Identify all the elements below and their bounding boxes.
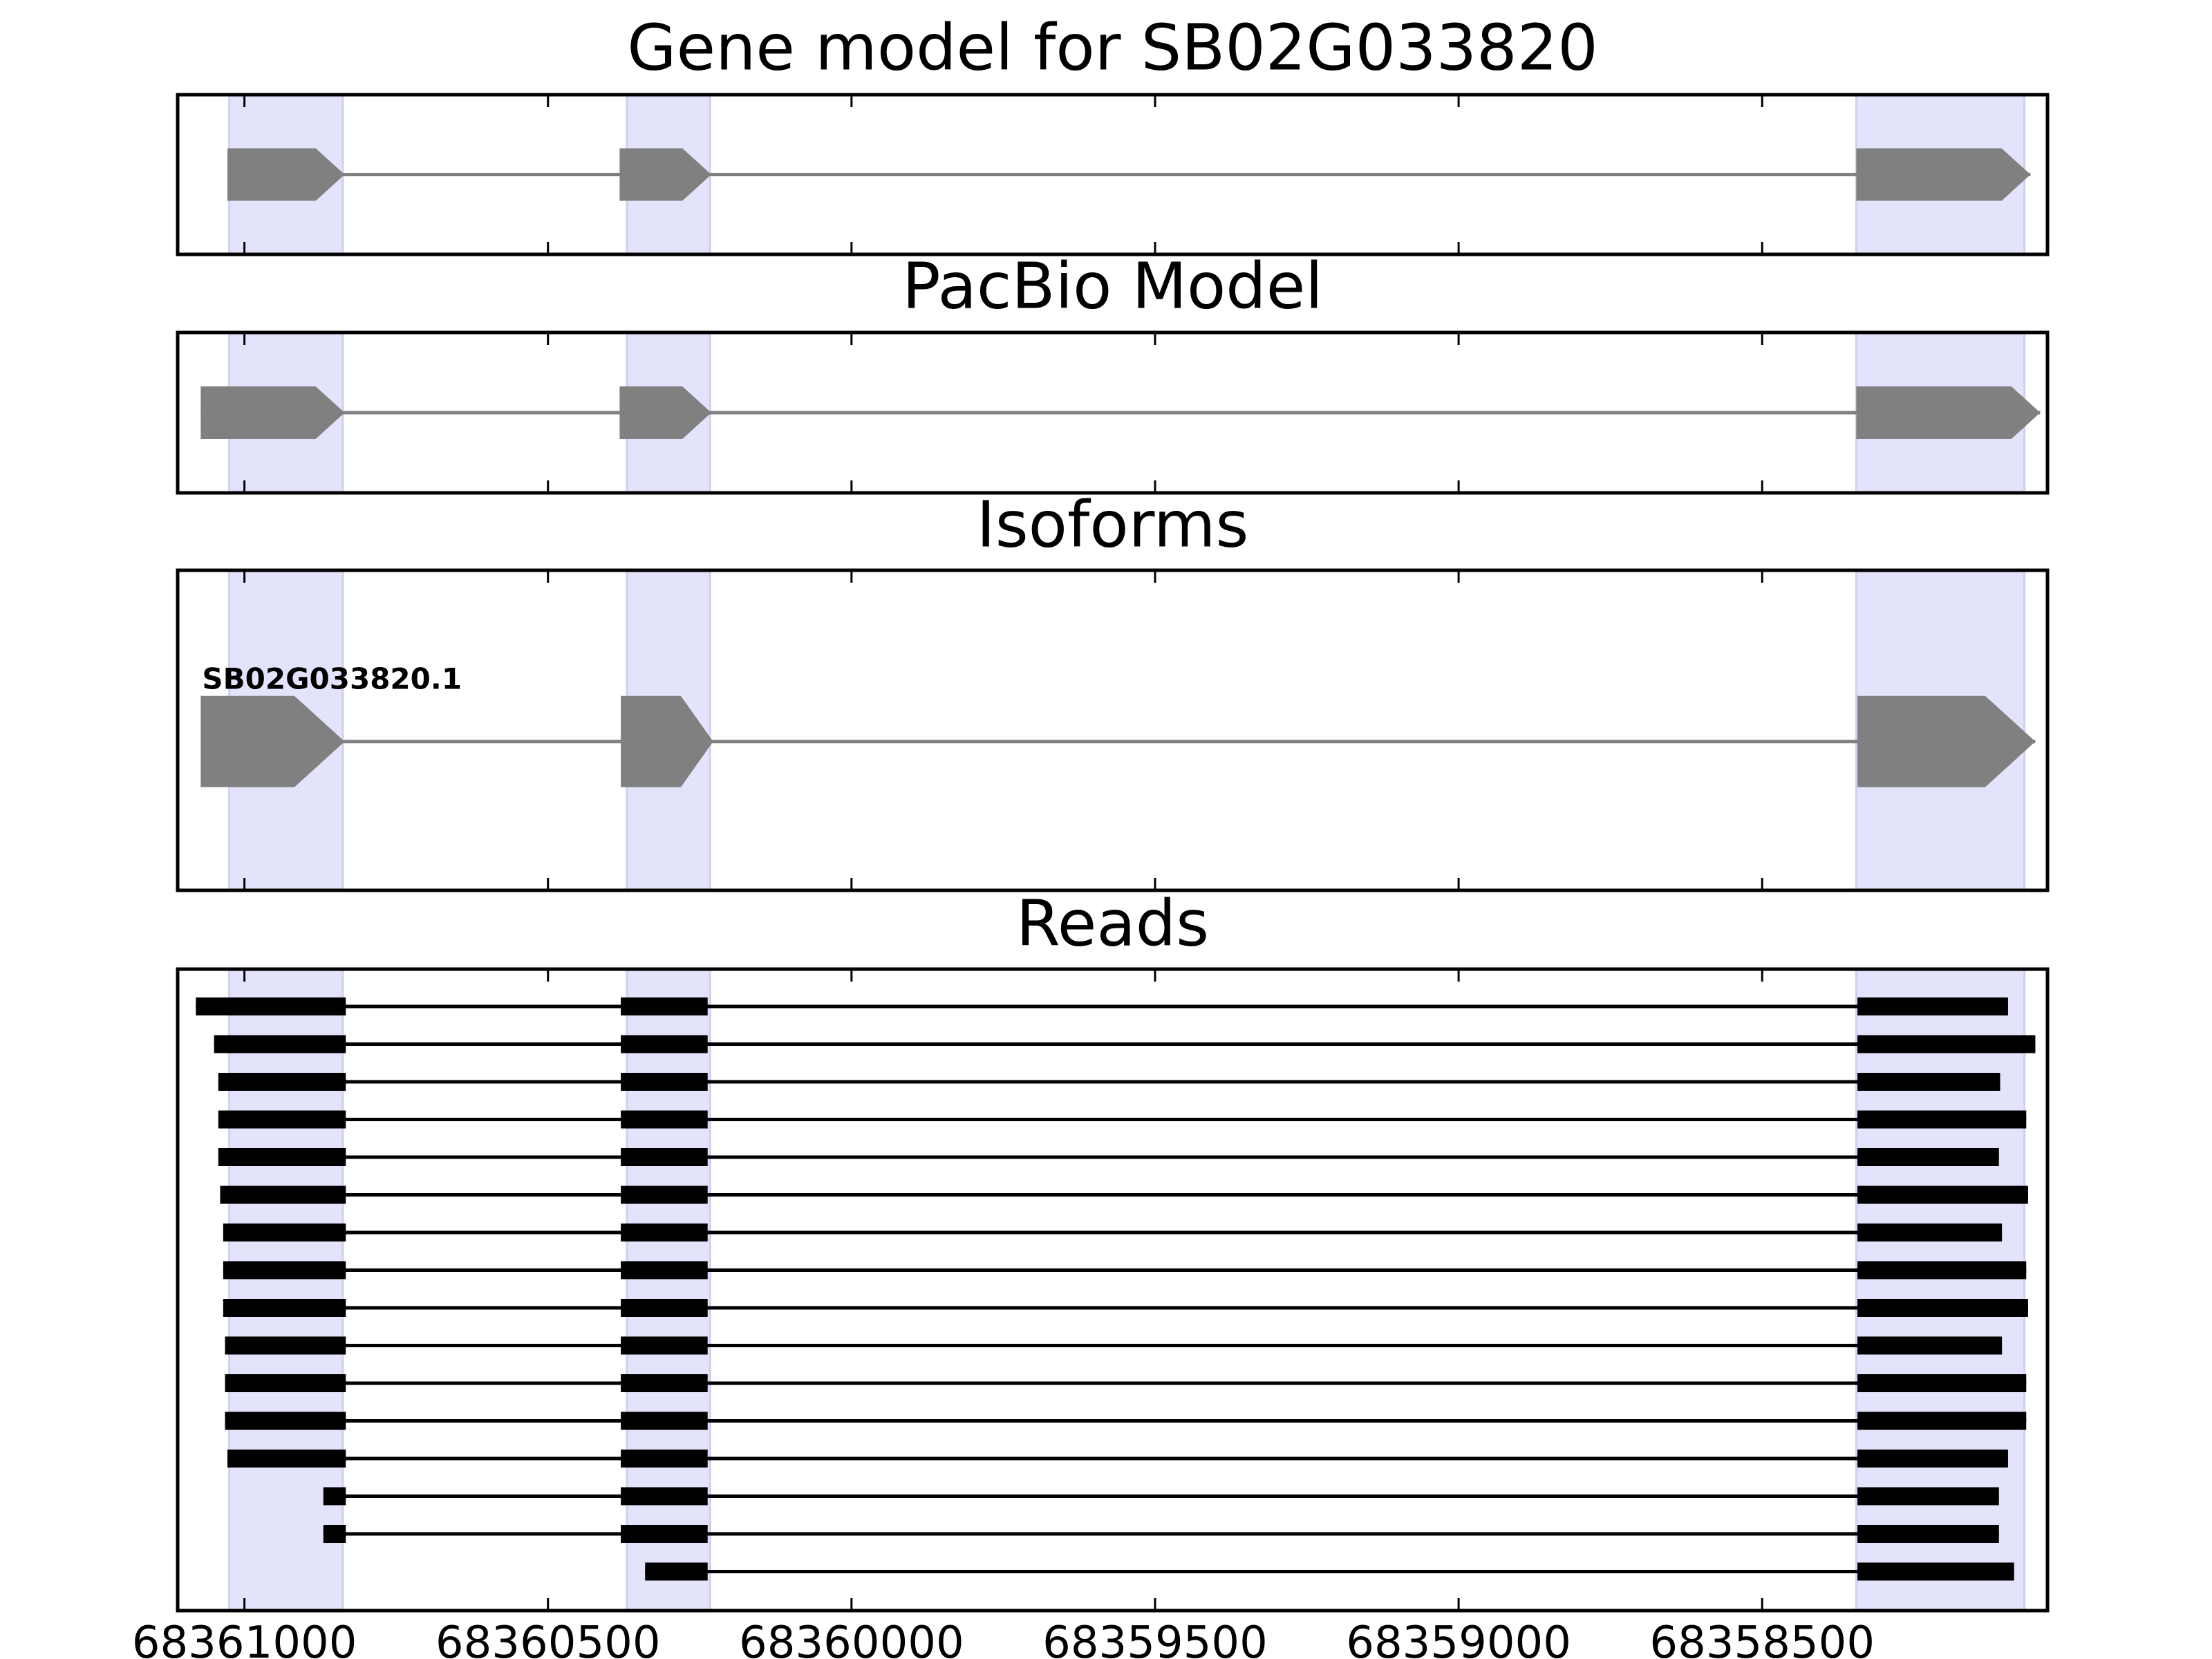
read-block xyxy=(621,1148,708,1166)
panel-isoform-2: Isoforms SB02G033820.1 xyxy=(176,487,2050,892)
read-row xyxy=(323,1525,1999,1543)
panel-model-1: PacBio Model xyxy=(176,249,2050,495)
exon-block xyxy=(227,148,345,201)
read-row xyxy=(223,1224,2003,1241)
read-block xyxy=(621,1299,708,1317)
read-block xyxy=(225,1412,346,1430)
x-tick-label: 68360500 xyxy=(435,1618,661,1659)
read-block xyxy=(218,1110,346,1129)
read-block xyxy=(1857,1299,2028,1317)
read-block xyxy=(1857,1185,2028,1204)
read-row xyxy=(220,1185,2028,1204)
exon-highlight-band xyxy=(228,968,344,1612)
read-block xyxy=(220,1185,346,1204)
read-block xyxy=(218,1148,346,1166)
read-block xyxy=(218,1073,346,1091)
exon-block xyxy=(1857,695,2036,787)
read-block xyxy=(621,1110,708,1129)
exon-block xyxy=(1856,386,2041,439)
panel-title: Isoforms xyxy=(977,487,1249,561)
read-block xyxy=(214,1035,346,1053)
read-block xyxy=(621,997,708,1015)
read-block xyxy=(1857,1525,1999,1543)
read-block xyxy=(1857,1412,2027,1430)
read-block xyxy=(1857,1374,2027,1392)
panel-title: PacBio Model xyxy=(902,249,1323,323)
read-block xyxy=(1857,1261,2027,1280)
read-block xyxy=(227,1450,346,1468)
read-row xyxy=(218,1073,2000,1091)
exon-block xyxy=(200,386,345,439)
exon-block xyxy=(1856,148,2031,201)
read-block xyxy=(225,1374,346,1392)
read-row xyxy=(223,1299,2028,1317)
read-block xyxy=(1857,1562,2014,1581)
read-row xyxy=(218,1110,2027,1129)
read-row xyxy=(218,1148,1999,1166)
read-row xyxy=(196,997,2008,1015)
exon-block xyxy=(619,386,711,439)
read-block xyxy=(225,1336,346,1355)
x-tick-label: 68358500 xyxy=(1649,1618,1875,1659)
read-block xyxy=(1857,1487,1999,1506)
read-block xyxy=(323,1525,346,1543)
read-block xyxy=(1857,1110,2027,1129)
panel-reads-3: Reads xyxy=(176,886,2050,1613)
read-block xyxy=(621,1073,708,1091)
read-row xyxy=(223,1261,2027,1280)
read-block xyxy=(1857,1450,2008,1468)
read-block xyxy=(196,997,346,1015)
read-block xyxy=(645,1562,708,1581)
read-block xyxy=(621,1336,708,1355)
read-block xyxy=(621,1450,708,1468)
exon-block xyxy=(621,695,713,787)
read-block xyxy=(323,1487,346,1506)
panel-model-0: Gene model for SB02G033820 xyxy=(176,10,2050,256)
x-tick-label: 68359500 xyxy=(1042,1618,1268,1659)
panel-frame xyxy=(176,93,2050,256)
read-block xyxy=(223,1261,346,1280)
exon-block xyxy=(200,695,345,787)
read-block xyxy=(1857,997,2008,1015)
read-row xyxy=(225,1412,2027,1430)
read-block xyxy=(621,1525,708,1543)
read-block xyxy=(621,1487,708,1506)
panel-frame xyxy=(176,967,2050,1613)
read-block xyxy=(621,1261,708,1280)
x-tick-label: 68359000 xyxy=(1346,1618,1571,1659)
read-block xyxy=(1857,1148,1999,1166)
exon-highlight-band xyxy=(1855,968,2026,1612)
exon-block xyxy=(619,148,711,201)
read-block xyxy=(1857,1035,2036,1053)
exon-highlight-band xyxy=(626,968,711,1612)
read-block xyxy=(223,1224,346,1241)
read-block xyxy=(621,1412,708,1430)
x-tick-label: 68361000 xyxy=(132,1618,357,1659)
panel-title: Reads xyxy=(1016,886,1209,960)
read-row xyxy=(225,1336,2003,1355)
read-block xyxy=(621,1224,708,1241)
panel-frame xyxy=(176,568,2050,892)
read-block xyxy=(621,1035,708,1053)
panel-frame xyxy=(176,330,2050,495)
read-block xyxy=(621,1374,708,1392)
read-row xyxy=(323,1487,1999,1506)
read-block xyxy=(1857,1224,2003,1241)
isoform-label: SB02G033820.1 xyxy=(202,662,462,696)
panel-title: Gene model for SB02G033820 xyxy=(627,10,1598,84)
read-block xyxy=(223,1299,346,1317)
read-row xyxy=(645,1562,2014,1581)
read-block xyxy=(621,1185,708,1204)
read-row xyxy=(227,1450,2008,1468)
read-row xyxy=(225,1374,2027,1392)
read-block xyxy=(1857,1336,2003,1355)
x-tick-label: 68360000 xyxy=(739,1618,964,1659)
read-block xyxy=(1857,1073,2000,1091)
read-row xyxy=(214,1035,2036,1053)
